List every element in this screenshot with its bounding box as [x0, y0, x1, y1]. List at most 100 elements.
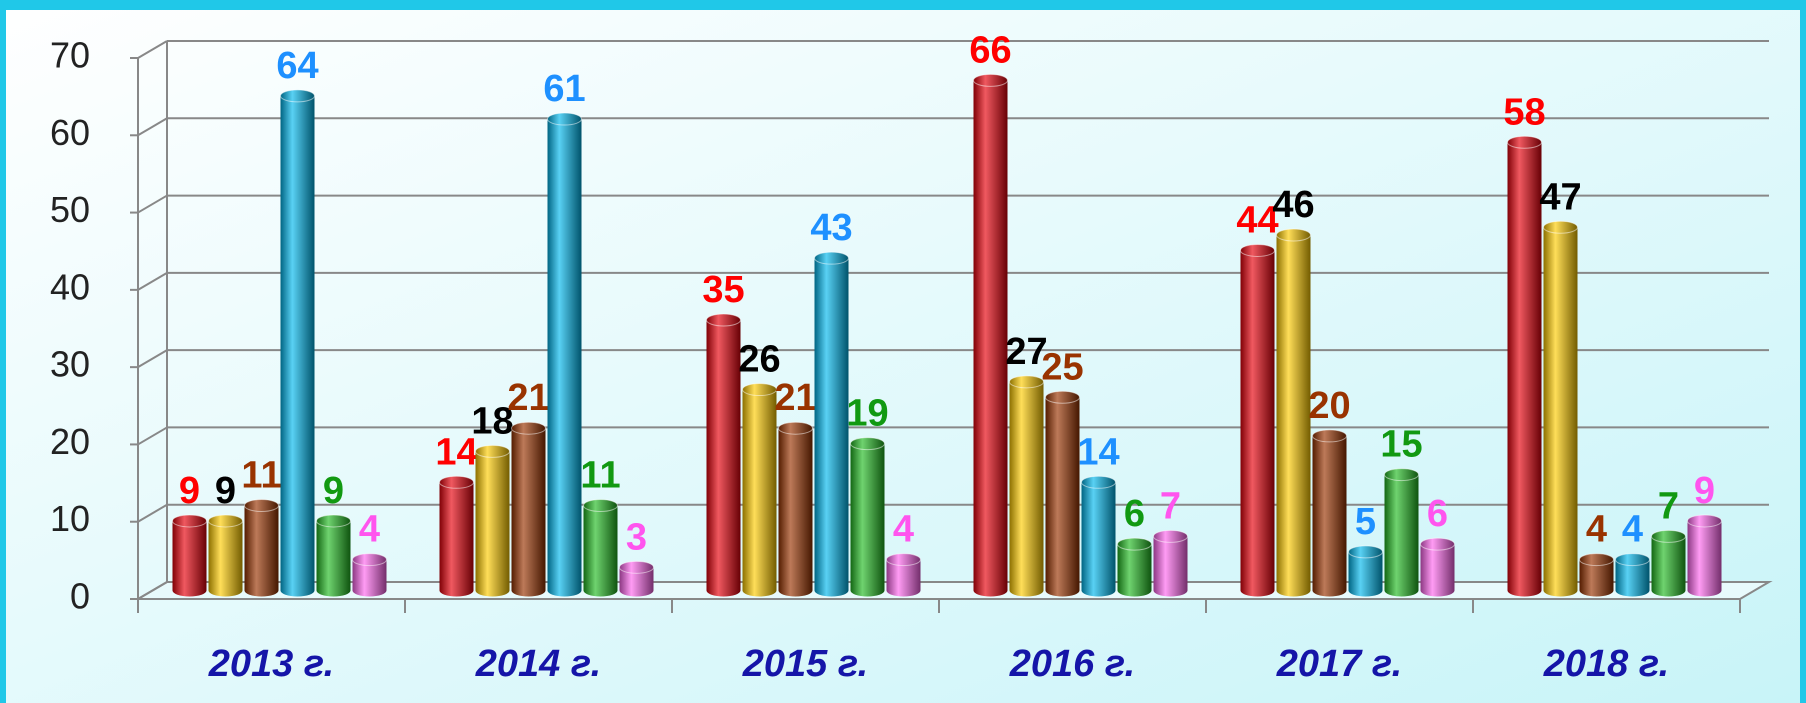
bar-body [583, 505, 618, 591]
bar-bottom [1081, 584, 1116, 597]
bar-body [1081, 482, 1116, 591]
bar [475, 444, 510, 597]
bar-top [280, 89, 315, 103]
bar-body [778, 428, 813, 591]
x-tick-label: 2014 г. [475, 643, 601, 685]
x-tick-label: 2013 г. [208, 643, 334, 685]
x-tick-label: 2018 г. [1543, 643, 1669, 685]
value-label: 9 [179, 470, 200, 512]
value-label: 9 [1694, 470, 1715, 512]
bar [1615, 553, 1650, 597]
bar [619, 560, 654, 597]
value-label: 9 [323, 470, 344, 512]
bar [352, 553, 387, 597]
value-label: 7 [1658, 485, 1679, 527]
bar-bottom [1045, 584, 1080, 597]
bar-body [208, 520, 243, 591]
value-label: 18 [471, 400, 513, 442]
bar [1687, 514, 1722, 597]
bar-body [973, 80, 1008, 591]
bar-bottom [1153, 584, 1188, 597]
bar [973, 73, 1008, 597]
value-label: 26 [738, 339, 780, 381]
bar-bottom [1384, 584, 1419, 597]
bar [1153, 529, 1188, 597]
bar-top [583, 498, 618, 512]
bar-bottom [1507, 584, 1542, 597]
value-label: 20 [1308, 385, 1350, 427]
bar-body [619, 567, 654, 591]
bar [850, 437, 885, 597]
right-border [1800, 0, 1806, 703]
bar [1543, 220, 1578, 597]
bar-top [619, 560, 654, 574]
bar-top [973, 73, 1008, 87]
bar-body [316, 520, 351, 591]
bar [1045, 390, 1080, 597]
bar-body [1651, 536, 1686, 591]
bar [1009, 375, 1044, 597]
bar-top [1312, 429, 1347, 443]
grid-diagonal [137, 581, 168, 600]
bar-bottom [619, 584, 654, 597]
value-label: 5 [1355, 501, 1376, 543]
value-label: 11 [241, 455, 281, 497]
bar [1117, 537, 1152, 597]
y-tick-label: 20 [50, 421, 90, 462]
bar-body [1687, 520, 1722, 591]
bar [1081, 475, 1116, 597]
bar-body [1117, 544, 1152, 591]
bar-body [1384, 474, 1419, 591]
grid-diagonal [137, 503, 168, 523]
y-tick-label: 0 [70, 576, 90, 617]
value-label: 58 [1503, 91, 1545, 133]
bar-top [742, 383, 777, 397]
bar-top [778, 421, 813, 435]
value-label: 15 [1380, 424, 1422, 466]
bar [1240, 243, 1275, 597]
bar-top [1687, 514, 1722, 528]
grid-diagonal [137, 117, 168, 137]
bar-top [1348, 545, 1383, 559]
bar-top [706, 313, 741, 327]
bar-top [1045, 390, 1080, 404]
bar-body [280, 95, 315, 591]
bar-body [475, 451, 510, 591]
bar-top [1543, 220, 1578, 234]
y-tick-label: 10 [50, 498, 90, 539]
bar-body [1240, 250, 1275, 591]
bar-top [1009, 375, 1044, 389]
bar [1579, 553, 1614, 597]
bar-bottom [439, 584, 474, 597]
bar-bottom [1240, 584, 1275, 597]
bar-bottom [973, 584, 1008, 597]
bar-body [1420, 544, 1455, 591]
bar-bottom [886, 584, 921, 597]
value-label: 66 [969, 29, 1011, 71]
value-label: 27 [1005, 331, 1047, 373]
bar-top [244, 498, 279, 512]
bar-bottom [244, 584, 279, 597]
bar-bottom [1348, 584, 1383, 597]
bar-top [1579, 553, 1614, 567]
x-tick-label: 2017 г. [1276, 643, 1402, 685]
bar-bottom [172, 584, 207, 597]
bar-top [886, 553, 921, 567]
value-label: 21 [507, 377, 549, 419]
bar [1348, 545, 1383, 597]
bar [778, 421, 813, 597]
bar-top [1276, 228, 1311, 242]
bar-body [1507, 142, 1542, 591]
value-label: 14 [435, 431, 477, 473]
grid-diagonal [137, 194, 168, 214]
bar-top [172, 514, 207, 528]
bar [511, 421, 546, 597]
bar-top [475, 444, 510, 458]
bar-bottom [1651, 584, 1686, 597]
bar [814, 251, 849, 597]
bar-bottom [742, 584, 777, 597]
bar [742, 383, 777, 597]
bar-bottom [778, 584, 813, 597]
bar [886, 553, 921, 597]
bar [547, 112, 582, 597]
